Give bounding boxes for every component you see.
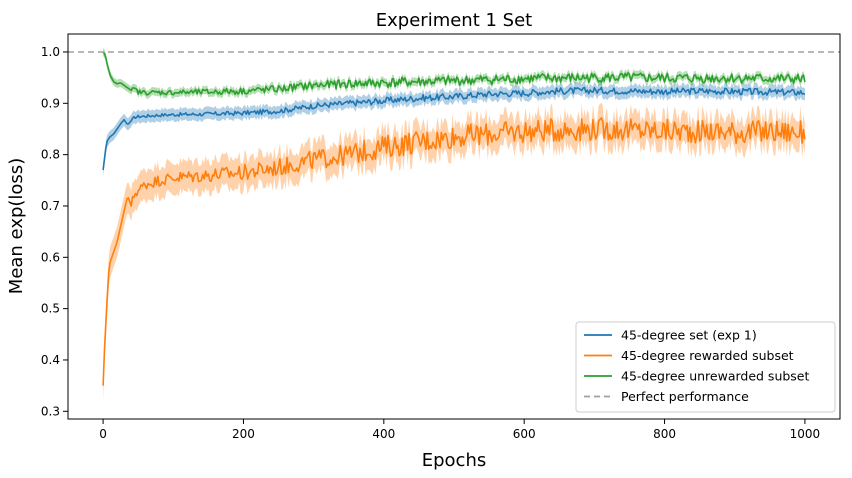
x-tick-label: 800: [653, 427, 676, 441]
y-tick-label: 0.8: [41, 148, 60, 162]
legend: 45-degree set (exp 1) 45-degree rewarded …: [575, 321, 836, 413]
y-tick-label: 0.9: [41, 96, 60, 110]
series-1-line: [102, 86, 806, 171]
plot-area: [68, 47, 840, 401]
y-axis-label: Mean exp(loss): [6, 158, 27, 294]
x-axis-label: Epochs: [422, 450, 487, 471]
x-axis: 0 200 400 600 800 1000: [99, 419, 820, 441]
legend-entry-label: 45-degree set (exp 1): [621, 328, 757, 343]
legend-entry-label: Perfect performance: [621, 389, 749, 404]
legend-entry-label: 45-degree unrewarded subset: [621, 369, 810, 384]
x-tick-label: 600: [513, 427, 536, 441]
legend-entry-label: 45-degree rewarded subset: [621, 348, 794, 363]
y-tick-label: 0.7: [41, 199, 60, 213]
axes-frame: [67, 33, 841, 420]
y-tick-label: 0.4: [41, 353, 60, 367]
y-tick-label: 0.6: [41, 250, 60, 264]
x-tick-label: 1000: [790, 427, 821, 441]
y-tick-label: 0.3: [41, 404, 60, 418]
y-tick-label: 0.5: [41, 302, 60, 316]
legend-box: [575, 321, 836, 413]
series-2-line: [102, 117, 806, 386]
y-tick-label: 1.0: [41, 45, 60, 59]
x-tick-label: 200: [232, 427, 255, 441]
series-3-line: [102, 51, 806, 96]
chart-title: Experiment 1 Set: [376, 10, 532, 31]
x-tick-label: 400: [372, 427, 395, 441]
x-tick-label: 0: [99, 427, 107, 441]
series-2-band: [103, 102, 805, 401]
y-axis: 0.3 0.4 0.5 0.6 0.7 0.8 0.9 1.0: [41, 45, 68, 418]
